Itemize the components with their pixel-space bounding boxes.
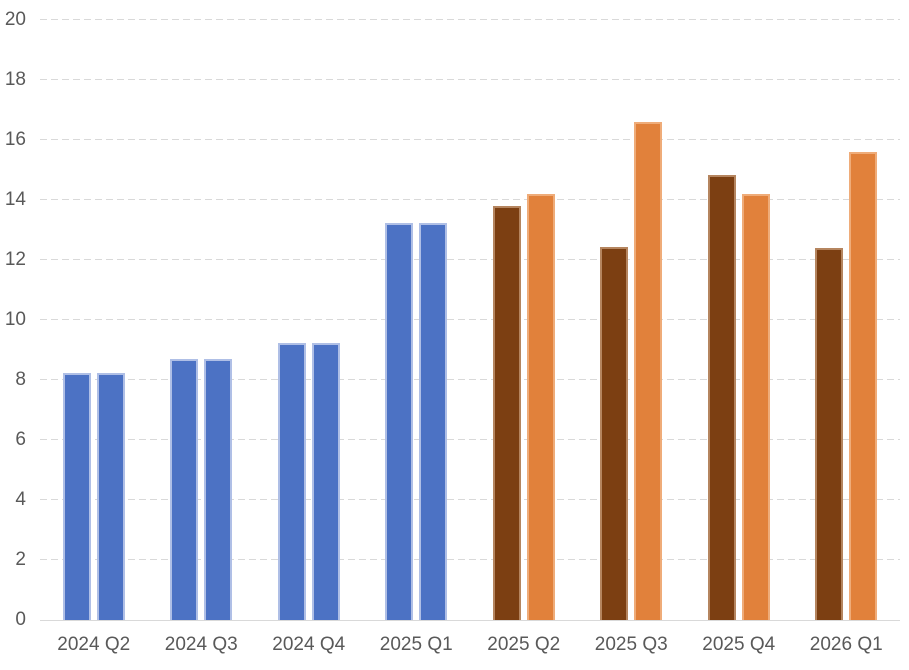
- gridline-y-20: [40, 19, 900, 20]
- y-tick-label-16: 16: [4, 129, 26, 150]
- bar-right-bars-2024-q2: [96, 372, 125, 620]
- bar-right-bars-2025-q2: [526, 194, 555, 620]
- bar-right-bars-2026-q1: [849, 152, 878, 620]
- bar-group-2024-q2: [40, 20, 148, 620]
- gridline-y-6: [40, 439, 900, 440]
- y-axis: 0 2 4 6 8 10 12 14 16 18 20: [0, 9, 26, 630]
- gridline-y-18: [40, 79, 900, 80]
- x-tick-label-2024-q2: 2024 Q2: [57, 634, 131, 655]
- bar-left-bars-2024-q4: [277, 342, 306, 620]
- bar-group-2025-q4: [685, 20, 793, 620]
- y-tick-label-12: 12: [4, 249, 26, 270]
- x-tick-label-2025-q3: 2025 Q3: [594, 634, 668, 655]
- bar-left-bars-2024-q3: [170, 359, 199, 620]
- y-tick-label-8: 8: [15, 369, 26, 390]
- y-tick-label-10: 10: [4, 309, 26, 330]
- gridline-y-4: [40, 499, 900, 500]
- bar-right-bars-2025-q4: [741, 194, 770, 620]
- bar-right-bars-2025-q1: [419, 222, 448, 620]
- bar-left-bars-2025-q2: [492, 206, 521, 620]
- bar-left-bars-2026-q1: [815, 248, 844, 620]
- x-axis: 2024 Q2 2024 Q3 2024 Q4 2025 Q1 2025 Q2 2025 …: [40, 633, 900, 659]
- gridline-y-12: [40, 259, 900, 260]
- bar-left-bars-2025-q4: [707, 174, 736, 620]
- y-tick-label-0: 0: [15, 609, 26, 630]
- y-tick-label-20: 20: [4, 9, 26, 30]
- gridline-y-8: [40, 379, 900, 380]
- x-tick-label-2026-q1: 2026 Q1: [809, 634, 883, 655]
- bar-group-2026-q1: [793, 20, 901, 620]
- x-tick-label-2024-q4: 2024 Q4: [272, 634, 346, 655]
- plot-area: [40, 19, 901, 621]
- bar-left-bars-2025-q1: [385, 222, 414, 620]
- gridline-y-10: [40, 319, 900, 320]
- gridline-y-14: [40, 199, 900, 200]
- bar-group-2025-q3: [578, 20, 686, 620]
- y-tick-label-14: 14: [4, 189, 26, 210]
- gridline-y-2: [40, 559, 900, 560]
- x-axis-line: [40, 620, 900, 621]
- y-tick-label-2: 2: [15, 549, 26, 570]
- gridline-y-16: [40, 139, 900, 140]
- x-tick-label-2025-q2: 2025 Q2: [487, 634, 561, 655]
- bar-group-2025-q2: [470, 20, 578, 620]
- bar-right-bars-2024-q3: [204, 359, 233, 620]
- bar-group-2024-q3: [148, 20, 256, 620]
- x-tick-label-2025-q1: 2025 Q1: [379, 634, 453, 655]
- x-tick-label-2024-q3: 2024 Q3: [164, 634, 238, 655]
- x-tick-label-2025-q4: 2025 Q4: [702, 634, 776, 655]
- bar-group-2025-q1: [363, 20, 471, 620]
- bar-right-bars-2025-q3: [634, 122, 663, 620]
- bar-left-bars-2024-q2: [62, 372, 91, 620]
- bar-left-bars-2025-q3: [600, 246, 629, 620]
- y-tick-label-18: 18: [4, 69, 26, 90]
- y-tick-label-4: 4: [15, 489, 26, 510]
- bar-right-bars-2024-q4: [311, 342, 340, 620]
- y-tick-label-6: 6: [15, 429, 26, 450]
- bar-group-2024-q4: [255, 20, 363, 620]
